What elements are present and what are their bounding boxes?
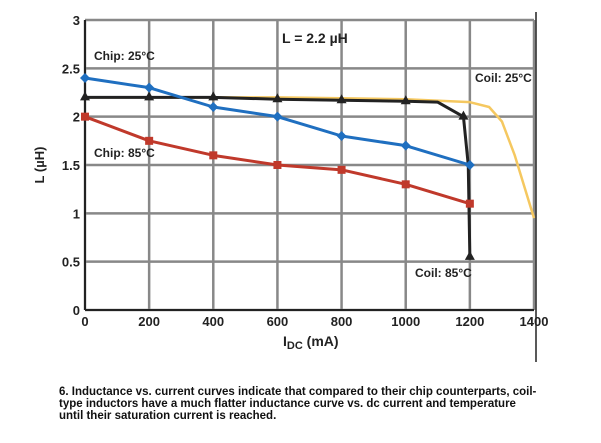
x-tick-label: 1400 xyxy=(520,314,549,329)
square-marker xyxy=(465,199,474,208)
triangle-marker xyxy=(208,91,219,101)
y-tick-label: 2.5 xyxy=(62,61,80,76)
ticks: 0 200 400 600 800 1000 1200 1400 0 0.5 1 1.5 2 2.5 3 xyxy=(62,13,549,329)
x-label-unit: (mA) xyxy=(303,333,339,349)
y-tick-label: 0 xyxy=(73,303,80,318)
triangle-marker xyxy=(464,250,475,260)
square-marker xyxy=(401,180,410,189)
diamond-marker xyxy=(144,82,155,93)
square-marker xyxy=(337,165,346,174)
diamond-marker xyxy=(336,131,347,141)
triangle-marker xyxy=(458,110,469,120)
y-tick-label: 3 xyxy=(73,13,80,28)
x-tick-label: 400 xyxy=(202,314,224,329)
y-tick-label: 2 xyxy=(73,110,80,125)
triangle-marker xyxy=(400,95,411,105)
x-label-main: I xyxy=(283,333,287,349)
x-tick-label: 200 xyxy=(138,314,160,329)
y-axis-label: L (µH) xyxy=(32,147,47,184)
label-chip-25: Chip: 25°C xyxy=(94,49,155,63)
series-group xyxy=(80,73,536,260)
label-coil-85: Coil: 85°C xyxy=(415,266,472,280)
x-tick-label: 1200 xyxy=(455,314,484,329)
diamond-marker xyxy=(80,73,90,83)
diamond-marker xyxy=(272,111,283,122)
diamond-marker xyxy=(464,160,475,170)
y-tick-label: 1 xyxy=(73,206,80,221)
x-tick-label: 800 xyxy=(331,314,353,329)
diamond-marker xyxy=(400,140,411,151)
y-tick-label: 1.5 xyxy=(62,158,80,173)
grid xyxy=(83,12,537,362)
label-coil-25: Coil: 25°C xyxy=(475,71,532,85)
square-marker xyxy=(209,151,218,160)
label-chip-85: Chip: 85°C xyxy=(94,146,155,160)
square-marker xyxy=(273,161,282,169)
figure-caption: 6. Inductance vs. current curves indicat… xyxy=(59,386,537,422)
triangle-marker xyxy=(336,94,347,104)
triangle-marker xyxy=(272,93,283,103)
x-tick-label: 0 xyxy=(81,314,88,329)
diamond-marker xyxy=(208,102,219,112)
x-tick-label: 600 xyxy=(267,314,289,329)
x-tick-label: 1000 xyxy=(391,314,420,329)
x-label-sub: DC xyxy=(287,340,303,352)
square-marker xyxy=(145,136,154,145)
chart-title: L = 2.2 µH xyxy=(282,30,348,46)
triangle-marker xyxy=(144,91,155,101)
triangle-marker xyxy=(80,91,90,101)
x-axis-label: IDC (mA) xyxy=(283,333,339,352)
square-marker xyxy=(81,112,89,121)
y-tick-label: 0.5 xyxy=(62,255,80,270)
